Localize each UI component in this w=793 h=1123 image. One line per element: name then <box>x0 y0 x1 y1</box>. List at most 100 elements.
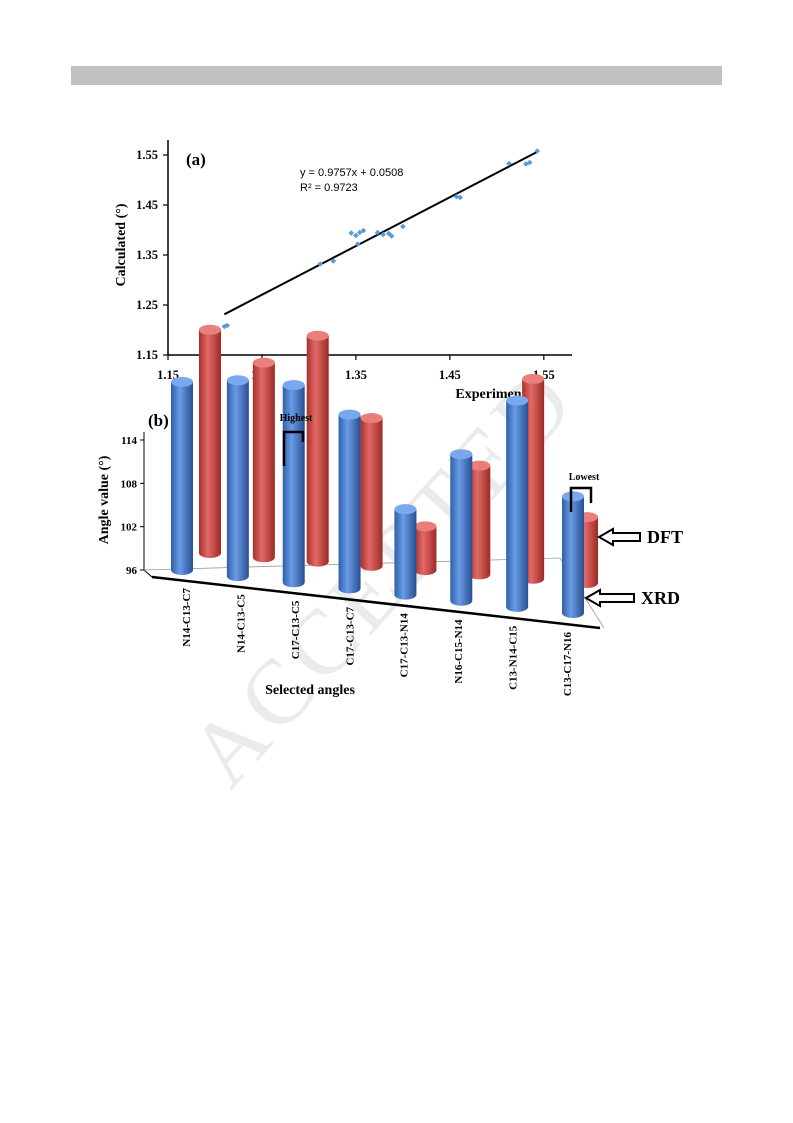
xrd-cylinder-top <box>506 395 529 406</box>
dft-cylinder-top <box>306 330 329 341</box>
dft-arrow-icon <box>596 527 641 547</box>
x-tick-label: 1.15 <box>157 368 179 382</box>
data-point <box>526 159 533 166</box>
data-point <box>348 230 355 236</box>
data-point <box>380 231 386 238</box>
b-category-label: N14-C13-C5 <box>235 594 247 653</box>
xrd-cylinder-top <box>338 409 361 420</box>
xrd-cylinder-top <box>562 491 584 502</box>
b-category-label: C17-C13-C7 <box>344 606 356 665</box>
data-point <box>353 232 359 239</box>
xrd-legend-label: XRD <box>641 588 680 608</box>
xrd-cylinder-top <box>450 449 473 460</box>
data-point <box>317 261 324 267</box>
b-y-tick-label: 114 <box>121 435 137 447</box>
b-category-labels: N14-C13-C7 N14-C13-C5 C17-C13-C5 C17-C13-C7… <box>181 588 574 697</box>
dft-cylinder-top <box>522 373 545 384</box>
b-category-label: C17-C13-N14 <box>399 613 411 678</box>
data-point <box>453 193 460 200</box>
xrd-cylinder <box>562 491 584 618</box>
xrd-cylinder-body <box>450 454 473 606</box>
dft-cylinder <box>360 413 383 571</box>
xrd-cylinder <box>450 449 473 606</box>
regression-equation: y = 0.9757x + 0.0508 <box>300 167 403 179</box>
data-point <box>534 148 541 154</box>
data-point <box>354 241 361 247</box>
lowest-annotation: Lowest <box>569 472 600 483</box>
header-bar <box>71 66 722 85</box>
y-axis-title: Calculated (°) <box>114 203 129 286</box>
b-x-axis-front-line <box>151 575 601 630</box>
data-point <box>457 194 463 201</box>
dft-cylinder <box>468 460 491 580</box>
y-tick-label: 1.45 <box>136 198 158 212</box>
y-tick-label: 1.25 <box>136 298 158 312</box>
data-point <box>400 223 406 230</box>
data-point <box>388 233 395 239</box>
trendline <box>223 150 538 316</box>
dft-cylinder-body <box>199 329 221 558</box>
x-tick-label: 1.35 <box>345 368 367 382</box>
b-category-label: C13-C17-N16 <box>562 632 574 697</box>
dft-cylinder <box>252 357 275 563</box>
xrd-cylinder <box>282 380 305 588</box>
b-category-label: N14-C13-C7 <box>181 588 193 647</box>
cylinder-bar-chart: (b) 96 102 108 114 Angle value (°) N14-C13-… <box>97 324 683 698</box>
y-tick-label: 1.55 <box>136 148 158 162</box>
highest-annotation: Highest <box>280 413 313 424</box>
b-category-label: C13-N14-C15 <box>508 625 520 690</box>
dft-cylinder-top <box>360 413 383 424</box>
dft-cylinder-top <box>468 460 491 471</box>
highest-bracket <box>282 430 305 466</box>
scatter-chart: (a) 1.15 1.25 1.35 1.45 1.55 1.15 1.25 1.35 1.4… <box>114 140 572 402</box>
data-point <box>224 322 230 329</box>
dft-cylinder-body <box>414 526 437 576</box>
data-point <box>360 227 367 234</box>
r-squared-label: R² = 0.9723 <box>300 182 358 194</box>
dft-cylinder <box>414 521 437 576</box>
dft-legend-label: DFT <box>647 527 683 547</box>
data-point <box>330 258 337 264</box>
xrd-cylinder-top <box>282 380 305 391</box>
dft-cylinder-top <box>199 324 221 335</box>
data-point <box>506 160 512 167</box>
b-y-tick-label: 102 <box>121 522 138 534</box>
xrd-cylinder-body <box>282 385 305 588</box>
data-point <box>374 229 381 236</box>
dft-cylinder <box>306 330 329 567</box>
dft-cylinder-top <box>414 521 437 532</box>
panel-a-label: (a) <box>186 150 206 169</box>
b-y-tick-label: 108 <box>121 478 138 490</box>
xrd-cylinder <box>171 376 193 575</box>
data-point <box>221 323 228 330</box>
dft-cylinder <box>199 324 221 558</box>
b-category-label: N16-C15-N14 <box>453 619 465 684</box>
xrd-cylinder-top <box>226 375 249 386</box>
b-y-axis-title: Angle value (°) <box>97 455 112 544</box>
dft-cylinder-body <box>468 465 491 580</box>
xrd-cylinder <box>338 409 361 594</box>
xrd-cylinder-body <box>506 400 529 612</box>
scatter-points <box>221 148 541 330</box>
xrd-cylinder-body <box>226 380 249 582</box>
y-tick-label: 1.35 <box>136 248 158 262</box>
dft-cylinder-top <box>252 357 275 368</box>
lowest-bracket <box>569 486 593 512</box>
b-y-tick-label: 96 <box>126 565 138 577</box>
data-point <box>356 229 363 236</box>
x-tick-label: 1.45 <box>439 368 461 382</box>
b-category-label: C17-C13-C5 <box>290 600 302 659</box>
xrd-cylinder-body <box>171 381 193 575</box>
xrd-cylinder <box>226 375 249 582</box>
xrd-cylinder-top <box>394 504 417 515</box>
y-tick-group: 1.15 1.25 1.35 1.45 1.55 <box>136 148 168 362</box>
xrd-cylinder-body <box>338 414 361 594</box>
dft-cylinder-body <box>360 418 383 571</box>
y-tick-label: 1.15 <box>136 348 158 362</box>
xrd-cylinder <box>506 395 529 612</box>
b-axis-corner <box>143 569 153 578</box>
b-x-axis-title: Selected angles <box>265 683 355 698</box>
xrd-arrow-icon <box>583 588 635 608</box>
xrd-cylinder <box>394 504 417 600</box>
